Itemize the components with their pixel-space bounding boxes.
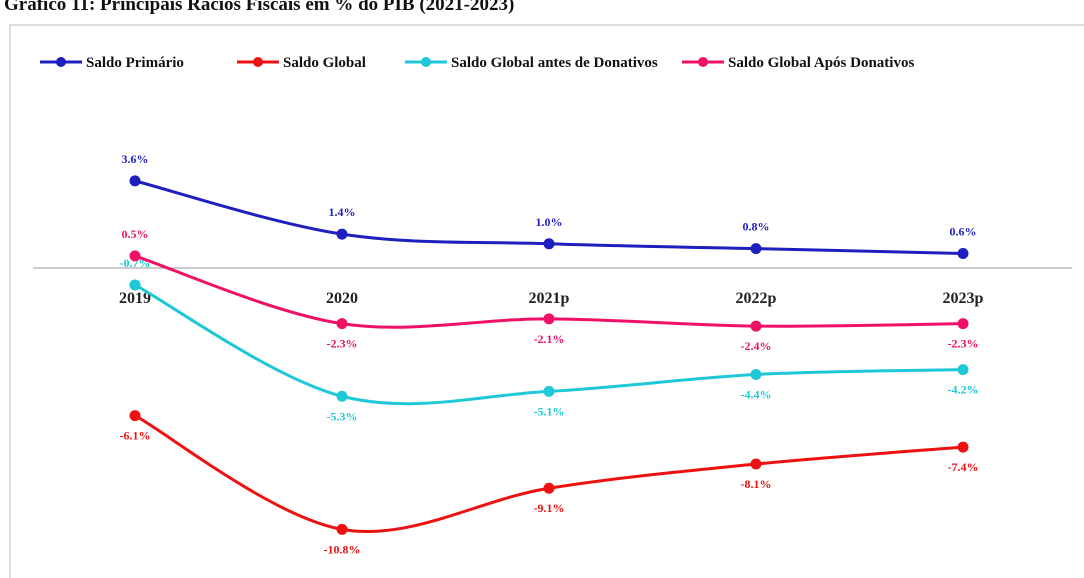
point: [750, 458, 762, 470]
point: [336, 228, 348, 240]
data-label: -2.1%: [534, 332, 565, 346]
x-tick-label: 2019: [119, 290, 151, 307]
point: [543, 385, 555, 397]
frame: [9, 24, 1084, 578]
data-label: -2.3%: [327, 337, 358, 351]
data-label: 0.6%: [950, 224, 977, 238]
data-label: 3.6%: [122, 152, 149, 166]
data-label: -5.3%: [327, 409, 358, 423]
data-label: -4.4%: [741, 387, 772, 401]
legend-label: Saldo Global antes de Donativos: [451, 55, 658, 71]
data-label: -5.1%: [534, 404, 565, 418]
data-label: -10.8%: [324, 542, 361, 556]
point: [336, 318, 348, 330]
data-label: -2.3%: [948, 337, 979, 351]
data-label: -8.1%: [741, 477, 772, 491]
point: [957, 318, 969, 330]
legend-label: Saldo Primário: [86, 55, 184, 71]
point: [336, 523, 348, 535]
data-label: -7.4%: [948, 460, 979, 474]
point: [750, 243, 762, 255]
data-label: -9.1%: [534, 501, 565, 515]
data-label: 1.4%: [329, 205, 356, 219]
x-tick-label: 2021p: [529, 290, 570, 307]
point: [543, 238, 555, 250]
point: [543, 313, 555, 325]
point: [750, 320, 762, 332]
point: [129, 410, 141, 422]
point: [129, 250, 141, 262]
data-label: 1.0%: [536, 215, 563, 229]
legend-marker: [56, 57, 66, 67]
legend-label: Saldo Global: [283, 55, 366, 71]
x-tick-label: 2022p: [736, 290, 777, 307]
point: [957, 247, 969, 259]
x-tick-label: 2020: [326, 290, 358, 307]
point: [543, 482, 555, 494]
chart-title: Gráfico 11: Principais Rácios Fiscais em…: [4, 0, 514, 15]
data-label: -2.4%: [741, 339, 772, 353]
data-label: -6.1%: [120, 429, 151, 443]
point: [750, 368, 762, 380]
legend-marker: [698, 57, 708, 67]
data-label: 0.8%: [743, 220, 770, 234]
legend-label: Saldo Global Após Donativos: [728, 55, 914, 71]
point: [129, 279, 141, 291]
legend-marker: [253, 57, 263, 67]
point: [957, 441, 969, 453]
point: [336, 390, 348, 402]
data-label: -4.2%: [948, 383, 979, 397]
data-label: 0.5%: [122, 227, 149, 241]
x-tick-label: 2023p: [943, 290, 984, 307]
legend-marker: [421, 57, 431, 67]
point: [957, 364, 969, 376]
point: [129, 175, 141, 187]
